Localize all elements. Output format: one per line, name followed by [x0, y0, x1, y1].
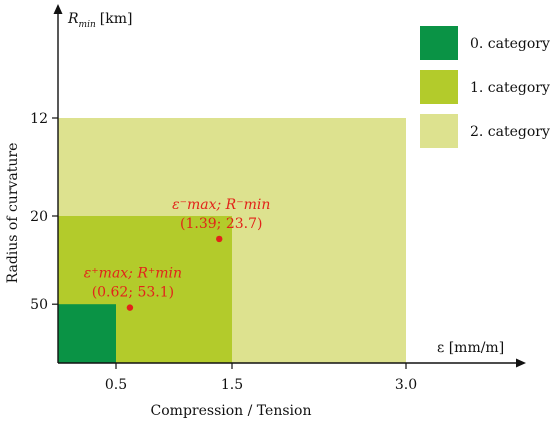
y-axis-label-main: R — [67, 11, 79, 27]
y-axis-arrow — [53, 4, 63, 14]
y-axis-label-unit: [km] — [100, 11, 133, 27]
x-axis-caption: Compression / Tension — [151, 403, 312, 419]
legend-swatch — [420, 26, 458, 60]
region-0-category — [58, 304, 116, 363]
data-points: ε⁺max; R⁺min (0.62; 53.1) ε⁻max; R⁻min (1.3… — [84, 197, 270, 311]
x-tick-label: 3.0 — [395, 377, 417, 393]
x-ticks: 0.5 1.5 3.0 — [105, 363, 417, 393]
y-tick-label: 50 — [30, 297, 48, 313]
legend-swatch — [420, 70, 458, 104]
point-label-coords: (1.39; 23.7) — [180, 216, 262, 232]
point-label-coords: (0.62; 53.1) — [92, 285, 174, 301]
point-label-symbols: ε⁻max; R⁻min — [172, 197, 270, 213]
legend-swatch — [420, 114, 458, 148]
legend-label: 0. category — [470, 36, 550, 52]
y-axis-caption: Radius of curvature — [5, 143, 21, 284]
legend-label: 2. category — [470, 124, 550, 140]
category-regions — [58, 118, 406, 363]
y-tick-label: 20 — [30, 209, 48, 225]
legend-label: 1. category — [470, 80, 550, 96]
y-ticks: 12 20 50 — [30, 111, 58, 313]
legend: 0. category 1. category 2. category — [420, 26, 550, 148]
point-label-symbols: ε⁺max; R⁺min — [84, 266, 182, 282]
data-point — [126, 304, 134, 311]
y-tick-label: 12 — [30, 111, 48, 127]
x-tick-label: 0.5 — [105, 377, 127, 393]
data-point — [216, 235, 223, 243]
x-axis-arrow — [516, 358, 526, 368]
x-axis-label: ε [mm/m] — [437, 340, 504, 356]
y-axis-label: Rmin [km] — [67, 11, 132, 30]
y-axis-label-sub: min — [79, 20, 96, 30]
x-tick-label: 1.5 — [221, 377, 243, 393]
